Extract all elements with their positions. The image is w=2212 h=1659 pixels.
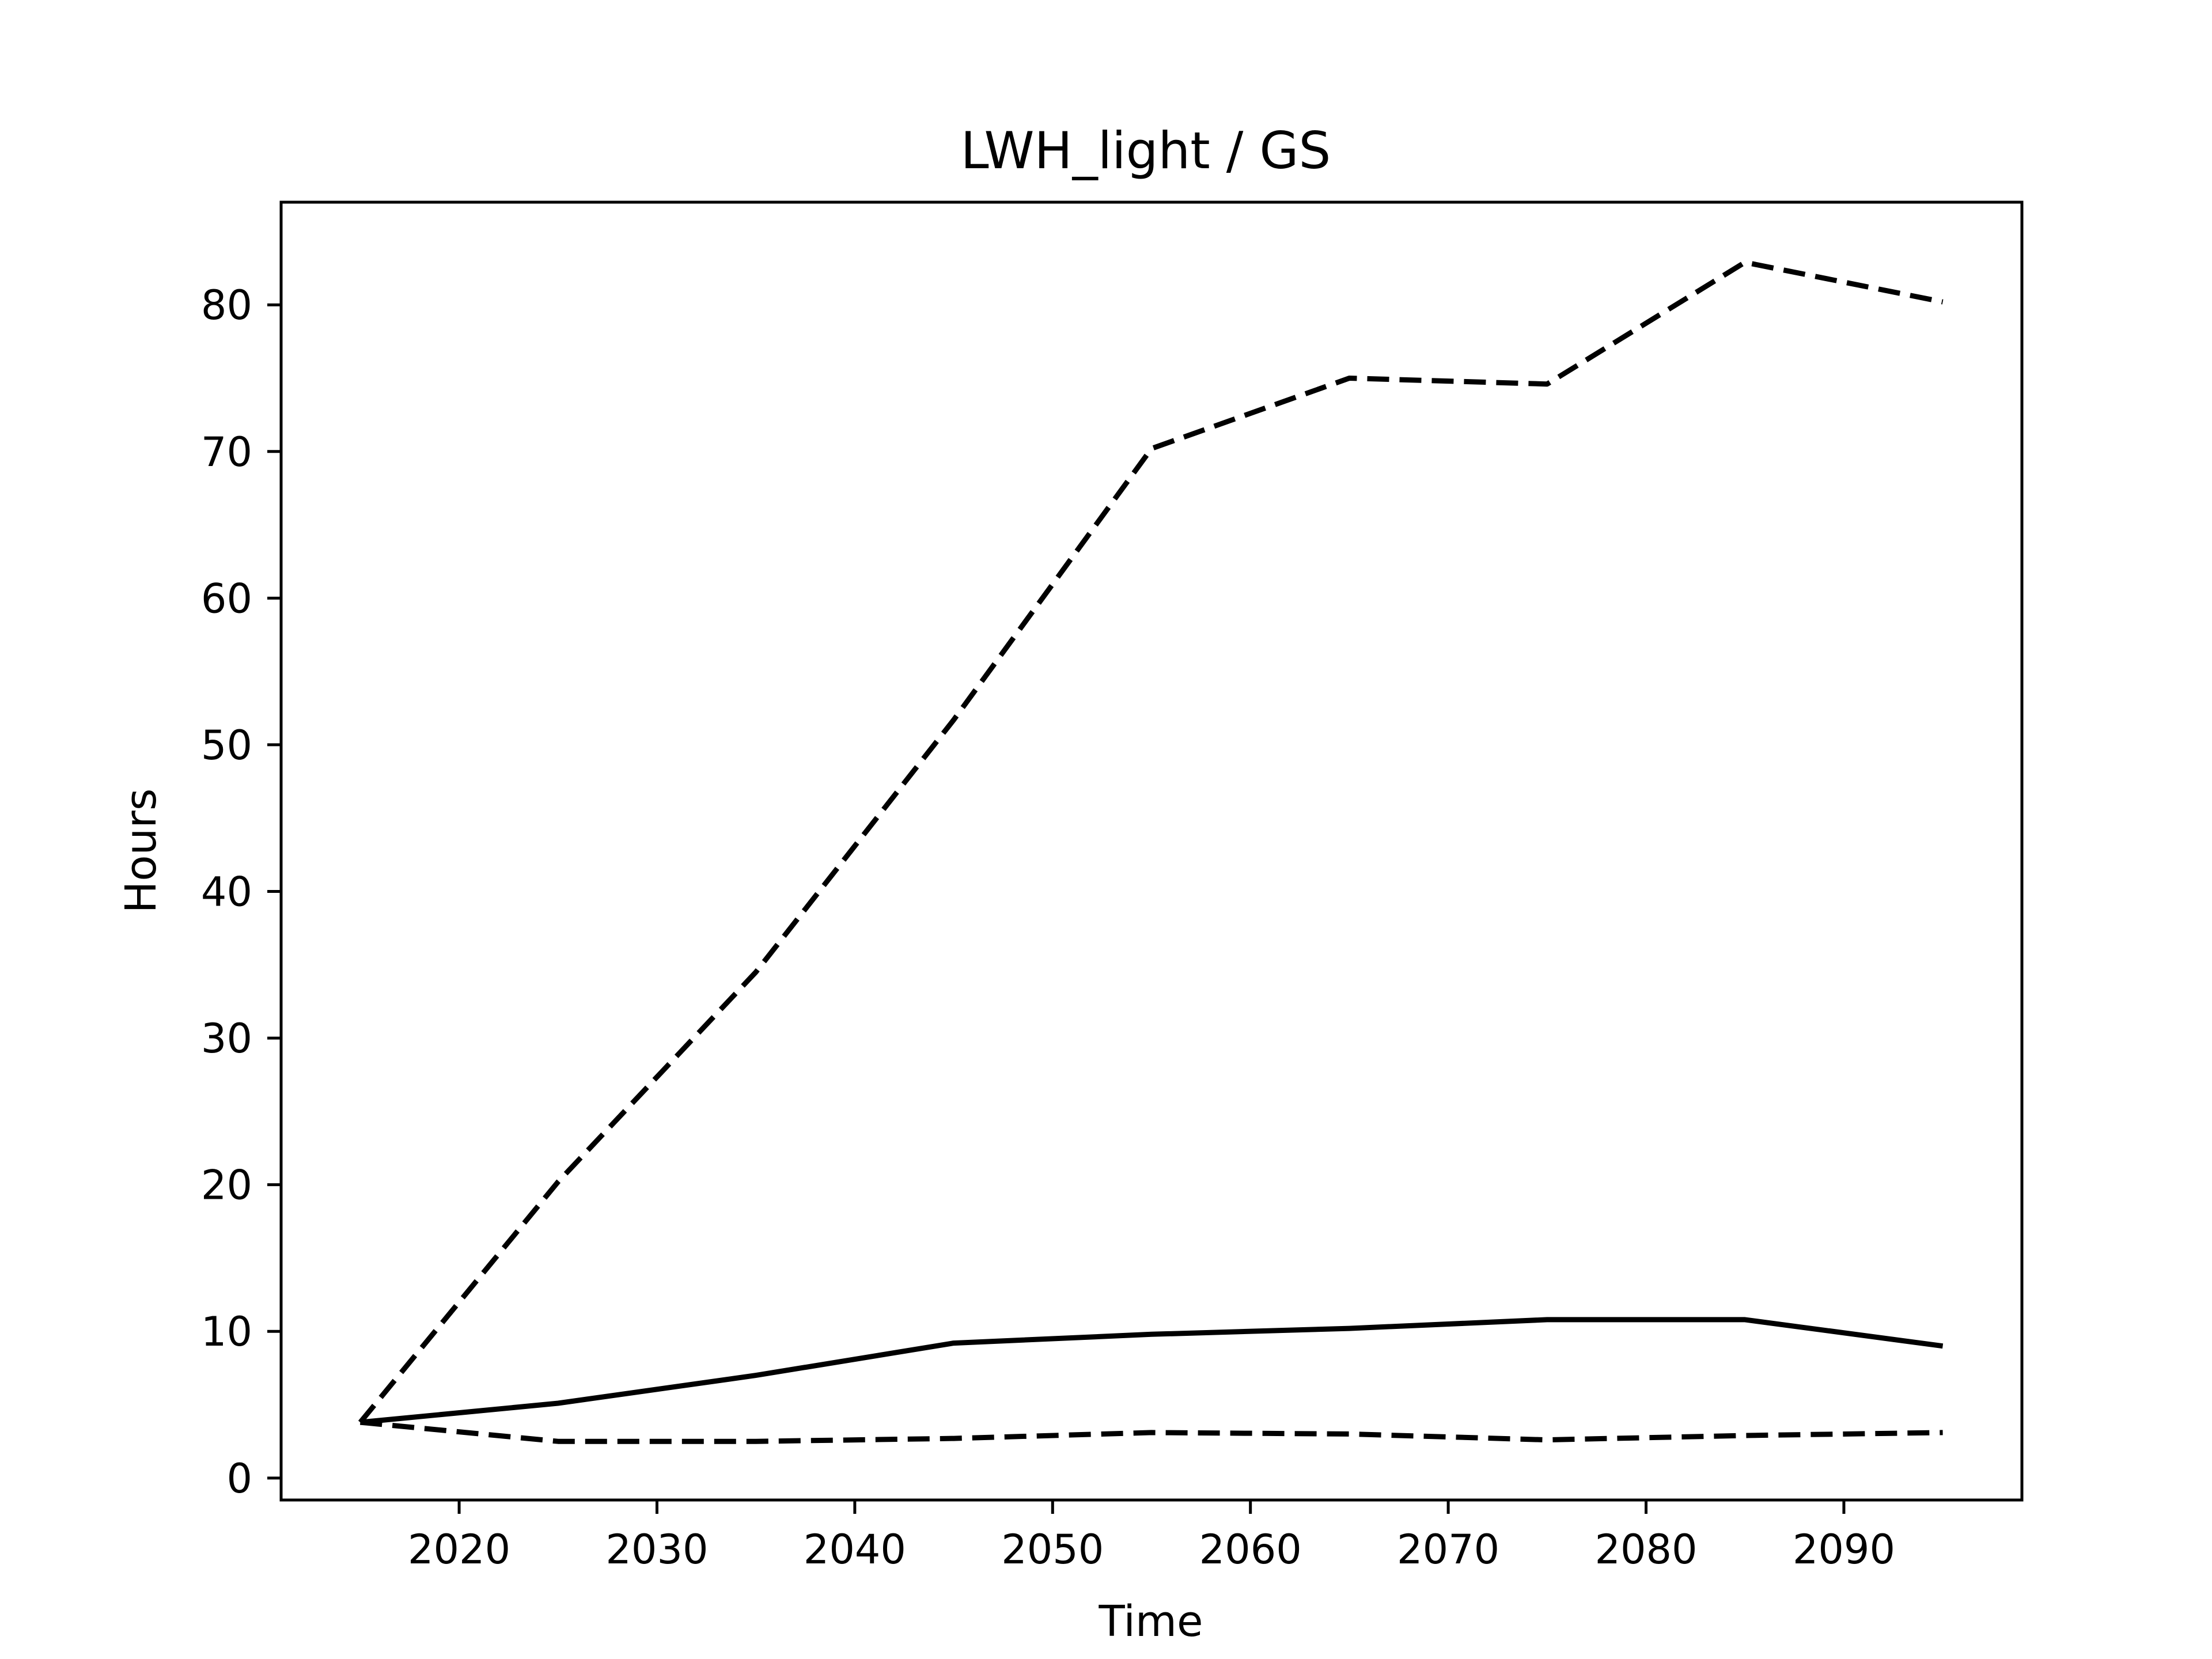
- chart-title: LWH_light / GS: [961, 121, 1331, 180]
- y-tick-label: 0: [226, 1455, 252, 1502]
- x-tick-label: 2030: [605, 1526, 708, 1573]
- y-tick-label: 60: [201, 575, 252, 622]
- series-line-2: [358, 259, 1944, 1424]
- x-axis: 2020 2030 2040 2050 2060 2070 2080 2090: [408, 1500, 1895, 1573]
- plot-frame: [279, 200, 2024, 1502]
- y-tick-label: 20: [201, 1162, 252, 1209]
- x-tick-label: 2060: [1199, 1526, 1302, 1573]
- x-tick-label: 2090: [1793, 1526, 1895, 1573]
- x-tick-label: 2040: [804, 1526, 906, 1573]
- y-tick-label: 50: [201, 722, 252, 769]
- series-line-3: [359, 1419, 1943, 1444]
- series-layer: [358, 259, 1944, 1444]
- x-tick-label: 2070: [1397, 1526, 1499, 1573]
- y-tick-label: 70: [201, 429, 252, 476]
- y-axis-label: Hours: [116, 789, 166, 914]
- y-tick-label: 30: [201, 1015, 252, 1062]
- y-tick-label: 40: [201, 869, 252, 916]
- series-line-1: [359, 1317, 1944, 1425]
- x-tick-label: 2050: [1001, 1526, 1104, 1573]
- y-tick-label: 80: [201, 282, 252, 329]
- x-tick-label: 2080: [1594, 1526, 1697, 1573]
- x-axis-label: Time: [1098, 1597, 1203, 1646]
- x-tick-label: 2020: [408, 1526, 510, 1573]
- y-tick-label: 10: [201, 1308, 252, 1355]
- y-axis: 0 10 20 30 40 50 60 70 80: [201, 282, 281, 1502]
